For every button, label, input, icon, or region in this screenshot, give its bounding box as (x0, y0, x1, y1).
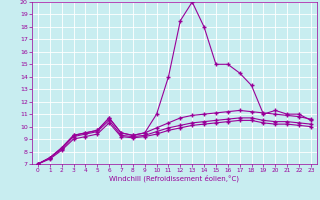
X-axis label: Windchill (Refroidissement éolien,°C): Windchill (Refroidissement éolien,°C) (109, 175, 239, 182)
